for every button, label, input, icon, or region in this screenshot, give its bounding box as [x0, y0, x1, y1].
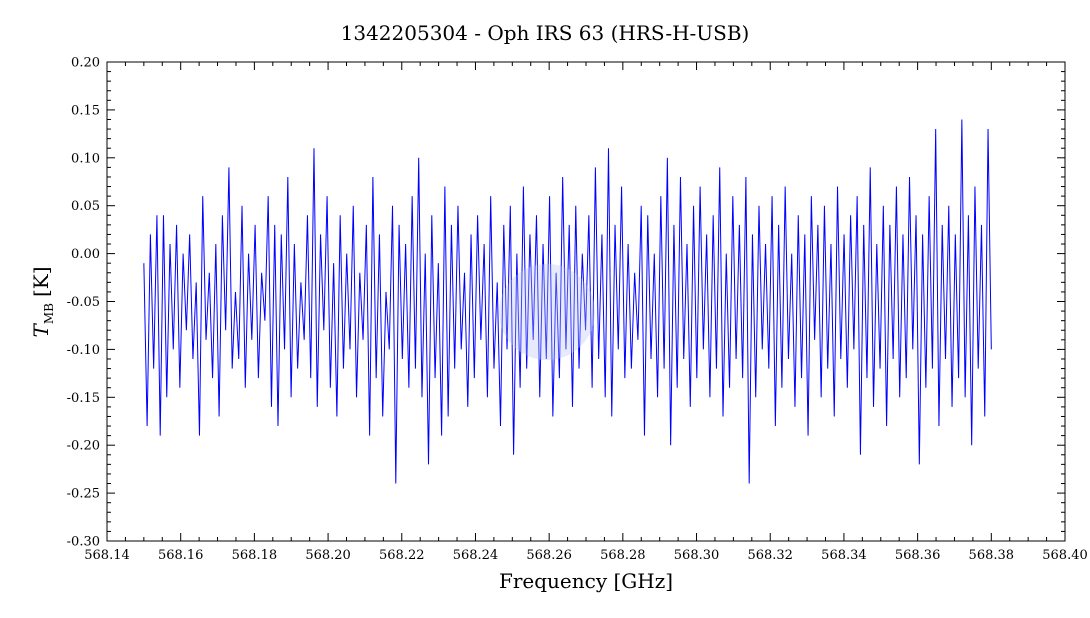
x-axis-ticks: 568.14 568.16 568.18 568.20 568.22 568.24 568.… [84, 62, 1088, 563]
y-tick-label: -0.30 [67, 535, 100, 550]
x-tick-label: 568.30 [674, 548, 720, 563]
y-tick-label: 0.00 [71, 247, 100, 262]
chart-title: 1342205304 - Oph IRS 63 (HRS-H-USB) [341, 21, 750, 45]
y-axis-label-sub: MB [42, 303, 56, 324]
x-tick-label: 568.24 [453, 548, 499, 563]
svg-text:TMB[K]: TMB [K] [29, 267, 56, 338]
x-tick-label: 568.40 [1042, 548, 1088, 563]
x-tick-label: 568.14 [84, 548, 130, 563]
x-axis-label: Frequency [GHz] [499, 569, 673, 593]
y-tick-label: -0.25 [67, 487, 100, 502]
y-axis-label: TMB [K] [29, 267, 56, 338]
watermark-circle [499, 264, 595, 360]
x-tick-label: 568.28 [600, 548, 646, 563]
y-tick-label: -0.05 [67, 295, 100, 310]
x-tick-label: 568.34 [821, 548, 867, 563]
x-tick-label: 568.36 [895, 548, 941, 563]
y-tick-label: 0.10 [71, 151, 100, 166]
spectrum-line [143, 119, 992, 484]
y-axis-ticks: 0.20 0.15 0.10 0.05 0.00 -0.05 -0.10 -0.15 -0.20… [67, 56, 1065, 550]
x-tick-label: 568.32 [747, 548, 793, 563]
x-tick-label: 568.18 [232, 548, 278, 563]
y-tick-label: -0.20 [67, 439, 100, 454]
plot-area [106, 61, 1066, 542]
y-axis-label-main: T [29, 323, 53, 338]
y-tick-label: -0.10 [67, 343, 100, 358]
x-tick-label: 568.38 [969, 548, 1015, 563]
y-tick-label: 0.05 [71, 199, 100, 214]
x-tick-label: 568.22 [379, 548, 425, 563]
x-tick-label: 568.20 [305, 548, 351, 563]
y-axis-label-unit: [K] [29, 267, 53, 298]
x-tick-label: 568.16 [158, 548, 204, 563]
y-tick-label: -0.15 [67, 391, 100, 406]
y-tick-label: 0.20 [71, 56, 100, 71]
x-tick-label: 568.26 [526, 548, 572, 563]
y-tick-label: 0.15 [71, 103, 100, 118]
